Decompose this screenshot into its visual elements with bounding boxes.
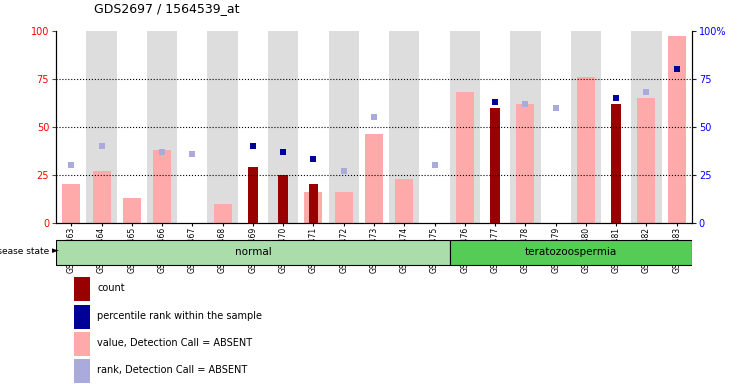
Text: normal: normal xyxy=(235,247,272,257)
Bar xyxy=(631,31,662,223)
Bar xyxy=(510,31,541,223)
Bar xyxy=(86,31,117,223)
Bar xyxy=(420,31,450,223)
Bar xyxy=(278,175,288,223)
Bar xyxy=(123,198,141,223)
Bar xyxy=(74,277,90,301)
Bar xyxy=(309,184,318,223)
Text: count: count xyxy=(97,283,125,293)
Bar xyxy=(450,31,480,223)
Bar xyxy=(74,305,90,329)
Bar xyxy=(395,179,414,223)
Bar xyxy=(516,104,534,223)
Bar xyxy=(662,31,692,223)
Text: teratozoospermia: teratozoospermia xyxy=(524,247,617,257)
Bar xyxy=(328,31,359,223)
Bar xyxy=(62,184,80,223)
Bar xyxy=(365,134,383,223)
Bar xyxy=(637,98,655,223)
Bar xyxy=(359,31,389,223)
Bar xyxy=(334,192,353,223)
Bar xyxy=(93,171,111,223)
Bar xyxy=(601,31,631,223)
Bar xyxy=(450,240,692,265)
Bar xyxy=(611,104,621,223)
Text: GDS2697 / 1564539_at: GDS2697 / 1564539_at xyxy=(94,2,239,15)
Bar xyxy=(480,31,510,223)
Text: disease state: disease state xyxy=(0,247,52,255)
Bar xyxy=(74,332,90,356)
Bar xyxy=(214,204,232,223)
Text: percentile rank within the sample: percentile rank within the sample xyxy=(97,311,262,321)
Bar xyxy=(117,31,147,223)
Text: rank, Detection Call = ABSENT: rank, Detection Call = ABSENT xyxy=(97,365,248,375)
Bar xyxy=(304,192,322,223)
Bar xyxy=(153,150,171,223)
Bar xyxy=(74,359,90,384)
Text: value, Detection Call = ABSENT: value, Detection Call = ABSENT xyxy=(97,338,252,348)
Bar xyxy=(668,36,686,223)
Bar xyxy=(207,31,238,223)
Bar xyxy=(56,240,450,265)
Bar xyxy=(577,77,595,223)
Bar xyxy=(268,31,298,223)
Bar xyxy=(177,31,207,223)
Bar xyxy=(456,92,473,223)
Bar xyxy=(248,167,257,223)
Bar xyxy=(389,31,420,223)
Bar xyxy=(298,31,328,223)
Bar xyxy=(571,31,601,223)
Bar xyxy=(491,108,500,223)
Bar xyxy=(56,31,86,223)
Text: ►: ► xyxy=(52,247,59,255)
Bar xyxy=(541,31,571,223)
Bar xyxy=(147,31,177,223)
Bar xyxy=(238,31,268,223)
